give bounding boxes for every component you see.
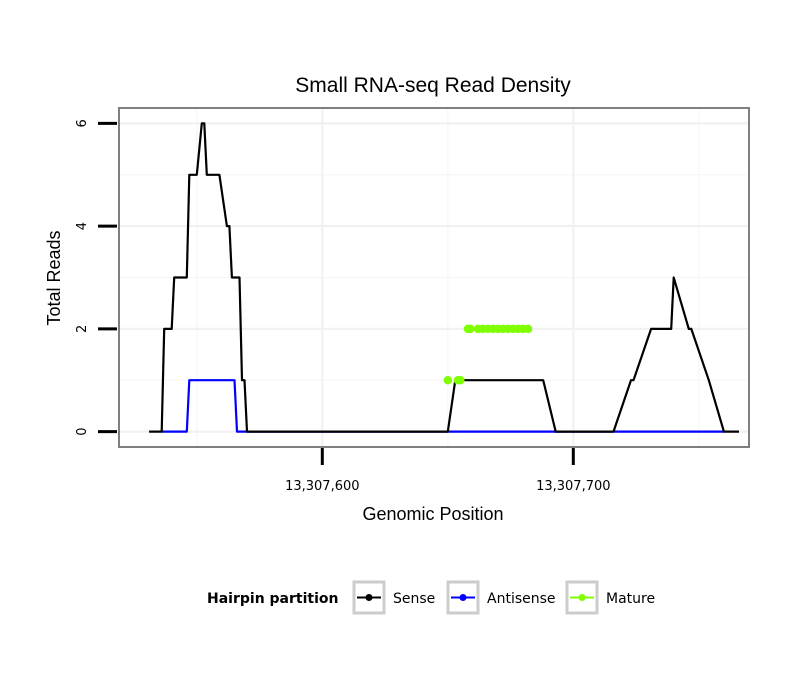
series-sense-line bbox=[149, 122, 739, 433]
legend-key-dot bbox=[578, 594, 586, 601]
mature-point bbox=[523, 324, 533, 334]
legend-label: Sense bbox=[393, 591, 435, 607]
legend-label: Mature bbox=[606, 591, 655, 607]
mature-point bbox=[443, 376, 453, 385]
legend-item-mature: Mature bbox=[565, 580, 655, 615]
x-axis-title: Genomic Position bbox=[362, 504, 503, 524]
x-tick-label: 13,307,600 bbox=[285, 479, 359, 494]
y-axis-title: Total Reads bbox=[44, 230, 64, 325]
chart-title: Small RNA-seq Read Density bbox=[295, 74, 571, 97]
legend-label: Antisense bbox=[487, 591, 556, 607]
mature-point bbox=[456, 376, 465, 385]
series-mature-points bbox=[443, 324, 533, 385]
y-tick-label: 0 bbox=[75, 427, 90, 435]
x-axis: 13,307,600 13,307,700 bbox=[285, 448, 611, 494]
y-tick-label: 6 bbox=[75, 119, 90, 127]
legend: Hairpin partition Sense Antisense Mature bbox=[207, 580, 655, 615]
plot-border bbox=[118, 107, 750, 448]
legend-key-dot bbox=[459, 594, 467, 601]
mature-point bbox=[466, 324, 475, 334]
legend-key-dot bbox=[365, 594, 373, 601]
legend-item-sense: Sense bbox=[352, 580, 435, 615]
series-group bbox=[149, 122, 739, 433]
legend-item-antisense: Antisense bbox=[446, 580, 556, 615]
x-tick-label: 13,307,700 bbox=[536, 479, 610, 494]
y-tick-label: 4 bbox=[75, 222, 90, 230]
legend-title: Hairpin partition bbox=[207, 591, 338, 607]
y-axis: 0 2 4 6 bbox=[75, 119, 117, 436]
y-tick-label: 2 bbox=[75, 325, 90, 333]
